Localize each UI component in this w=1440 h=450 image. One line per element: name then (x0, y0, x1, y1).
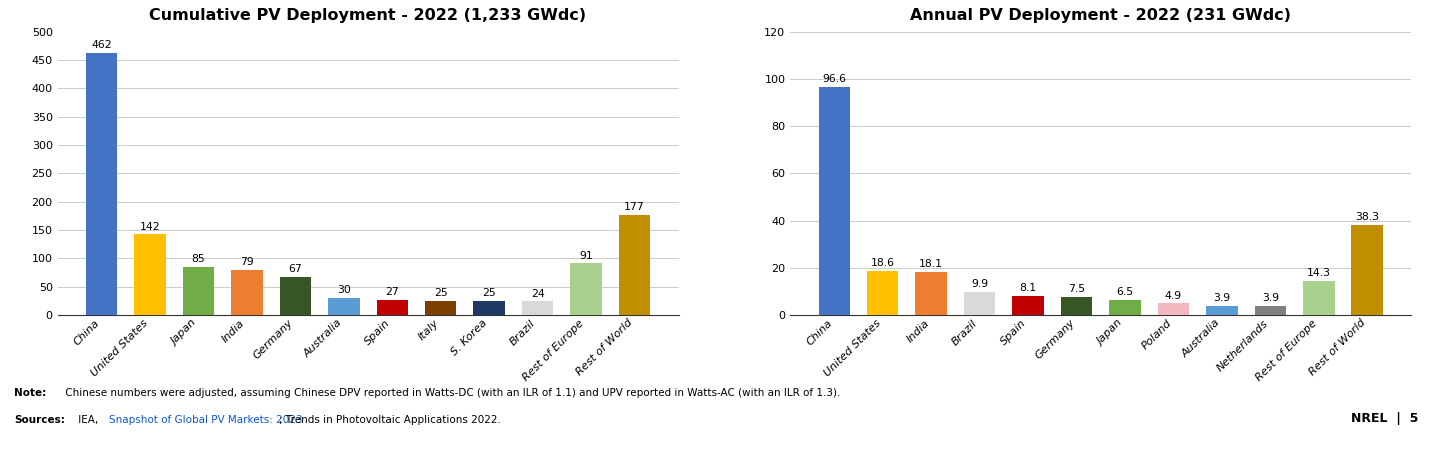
Text: 96.6: 96.6 (822, 74, 847, 84)
Bar (279, 277, 311, 315)
Bar (376, 300, 408, 315)
Bar (1207, 306, 1237, 315)
Bar (1303, 281, 1335, 315)
Text: 4.9: 4.9 (1165, 291, 1182, 301)
Text: 27: 27 (386, 287, 399, 297)
Bar (1254, 306, 1286, 315)
Bar (86, 53, 117, 315)
Bar (570, 263, 602, 315)
Text: Snapshot of Global PV Markets: 2023: Snapshot of Global PV Markets: 2023 (109, 415, 302, 425)
Text: 25: 25 (482, 288, 495, 298)
Text: 142: 142 (140, 222, 160, 232)
Bar (328, 298, 360, 315)
Bar (1158, 303, 1189, 315)
Bar (521, 302, 553, 315)
Text: 91: 91 (579, 251, 593, 261)
Text: 462: 462 (91, 40, 112, 50)
Bar (183, 267, 215, 315)
Bar (1109, 300, 1140, 315)
Bar (425, 301, 456, 315)
Text: 9.9: 9.9 (971, 279, 988, 289)
Text: 3.9: 3.9 (1261, 293, 1279, 303)
Text: 67: 67 (288, 264, 302, 274)
Bar (1061, 297, 1093, 315)
Bar (867, 271, 899, 315)
Text: 18.6: 18.6 (871, 258, 894, 268)
Text: 7.5: 7.5 (1068, 284, 1086, 294)
Text: 14.3: 14.3 (1306, 268, 1331, 279)
Bar (818, 87, 850, 315)
Text: 8.1: 8.1 (1020, 283, 1037, 293)
Bar (916, 272, 948, 315)
Title: Annual PV Deployment - 2022 (231 GWdc): Annual PV Deployment - 2022 (231 GWdc) (910, 9, 1292, 23)
Text: Sources:: Sources: (14, 415, 65, 425)
Bar (474, 301, 505, 315)
Bar (1012, 296, 1044, 315)
Text: ; Trends in Photovoltaic Applications 2022.: ; Trends in Photovoltaic Applications 20… (279, 415, 501, 425)
Text: 38.3: 38.3 (1355, 212, 1380, 222)
Title: Cumulative PV Deployment - 2022 (1,233 GWdc): Cumulative PV Deployment - 2022 (1,233 G… (150, 9, 586, 23)
Text: Note:: Note: (14, 388, 46, 398)
Text: 79: 79 (240, 257, 253, 267)
Bar (619, 215, 651, 315)
Bar (134, 234, 166, 315)
Bar (1352, 225, 1382, 315)
Bar (963, 292, 995, 315)
Bar (232, 270, 262, 315)
Text: Chinese numbers were adjusted, assuming Chinese DPV reported in Watts-DC (with a: Chinese numbers were adjusted, assuming … (62, 388, 841, 398)
Text: 30: 30 (337, 285, 351, 295)
Text: NREL  |  5: NREL | 5 (1351, 412, 1418, 425)
Text: 177: 177 (624, 202, 645, 212)
Text: 24: 24 (531, 288, 544, 298)
Text: 3.9: 3.9 (1214, 293, 1230, 303)
Text: 18.1: 18.1 (919, 259, 943, 270)
Text: 25: 25 (433, 288, 448, 298)
Text: 85: 85 (192, 254, 206, 264)
Text: IEA,: IEA, (75, 415, 101, 425)
Text: 6.5: 6.5 (1116, 287, 1133, 297)
